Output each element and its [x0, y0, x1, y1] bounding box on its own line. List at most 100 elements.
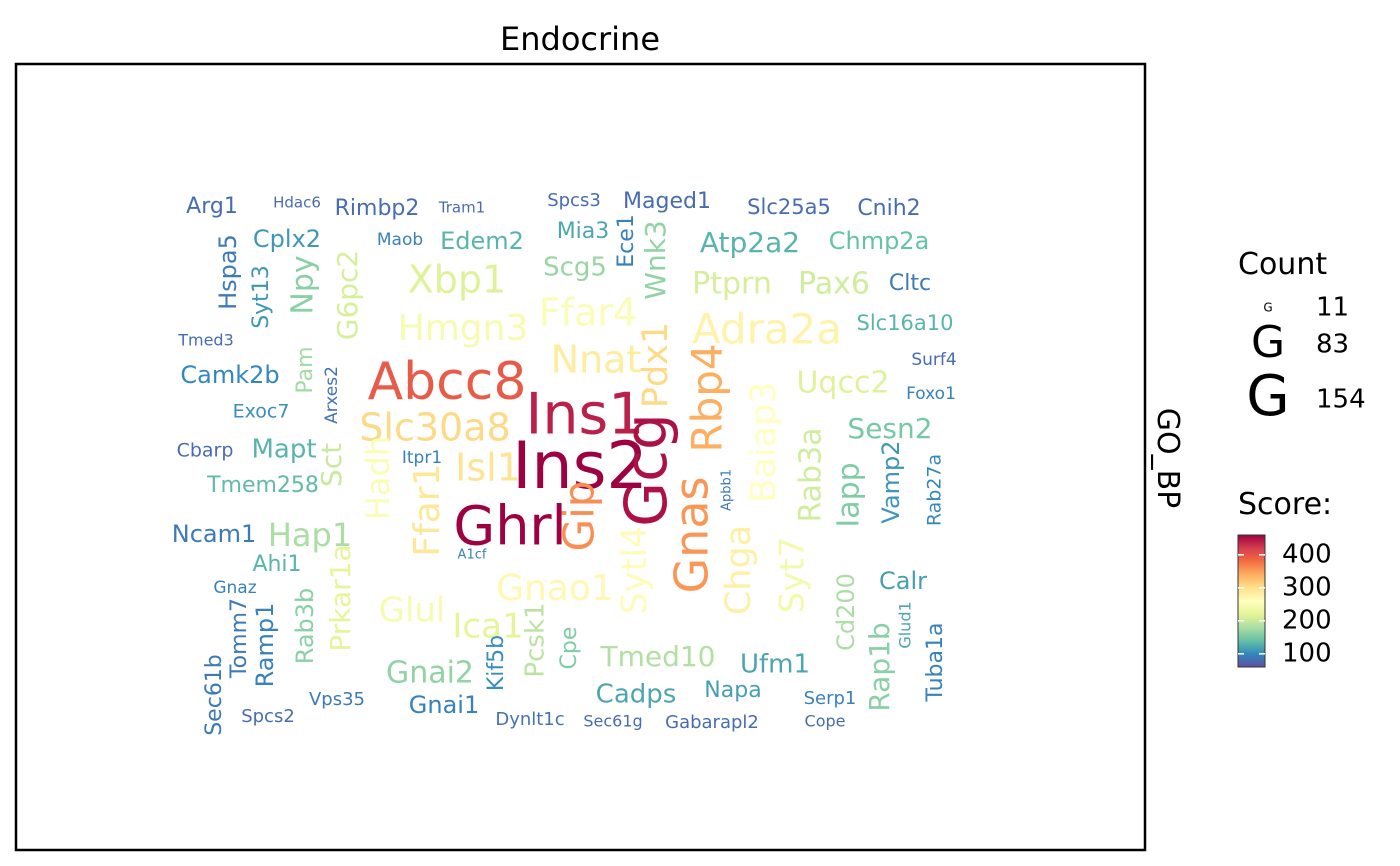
- count-legend-glyph-154: G: [1246, 364, 1289, 429]
- word-arg1: Arg1: [186, 194, 238, 219]
- word-cplx2: Cplx2: [253, 225, 321, 253]
- word-rab3a: Rab3a: [794, 427, 829, 522]
- word-maob: Maob: [377, 230, 423, 250]
- score-tick-label-400: 400: [1282, 539, 1332, 569]
- chart-title: Endocrine: [500, 20, 660, 58]
- word-ahi1: Ahi1: [252, 552, 301, 577]
- word-pdx1: Pdx1: [636, 322, 676, 408]
- word-wnk3: Wnk3: [639, 220, 672, 299]
- word-spcs2: Spcs2: [241, 706, 295, 727]
- word-ins1: Ins1: [526, 382, 645, 448]
- word-hap1: Hap1: [268, 516, 352, 554]
- word-slc25a5: Slc25a5: [747, 195, 831, 219]
- word-slc16a10: Slc16a10: [856, 311, 953, 335]
- word-arxes2: Arxes2: [322, 366, 342, 424]
- word-sec61b: Sec61b: [202, 654, 227, 736]
- word-serp1: Serp1: [804, 688, 857, 709]
- word-cadps: Cadps: [596, 680, 677, 710]
- word-hdac6: Hdac6: [273, 194, 321, 212]
- word-tmed10: Tmed10: [599, 640, 715, 673]
- word-tomm7: Tomm7: [227, 598, 252, 679]
- word-sec61g: Sec61g: [583, 712, 642, 731]
- word-scg5: Scg5: [543, 253, 607, 283]
- word-gnas: Gnas: [665, 477, 719, 594]
- count-legend-glyph-83: G: [1251, 317, 1285, 368]
- word-surf4: Surf4: [911, 350, 956, 370]
- word-baiap3: Baiap3: [744, 381, 784, 502]
- word-cbarp: Cbarp: [177, 440, 234, 462]
- word-ece1: Ece1: [614, 214, 639, 268]
- word-ffar1: Ffar1: [407, 463, 448, 556]
- word-foxo1: Foxo1: [906, 384, 956, 404]
- word-ica1: Ica1: [452, 607, 523, 647]
- count-legend-label-154: 154: [1316, 385, 1366, 415]
- word-ghrl: Ghrl: [453, 495, 566, 558]
- count-legend-title: Count: [1238, 247, 1327, 282]
- word-g6pc2: G6pc2: [331, 250, 364, 341]
- word-npy: Npy: [286, 255, 321, 314]
- word-glud1: Glud1: [896, 601, 915, 648]
- word-hadh: Hadh: [359, 436, 397, 520]
- word-gcg: Gcg: [612, 413, 680, 527]
- word-apbb1: Apbb1: [720, 469, 735, 511]
- count-legend-label-83: 83: [1316, 330, 1349, 360]
- word-mia3: Mia3: [557, 219, 610, 244]
- word-spcs3: Spcs3: [547, 190, 601, 211]
- word-cnih2: Cnih2: [857, 196, 920, 221]
- word-kif5b: Kif5b: [484, 635, 509, 691]
- word-gnao1: Gnao1: [496, 568, 614, 609]
- word-ffar4: Ffar4: [539, 291, 637, 335]
- word-sct: Sct: [315, 443, 348, 487]
- word-cope: Cope: [805, 712, 846, 731]
- word-syt7: Syt7: [773, 537, 813, 614]
- word-chmp2a: Chmp2a: [829, 227, 930, 255]
- word-ramp1: Ramp1: [251, 603, 279, 688]
- word-cd200: Cd200: [832, 573, 860, 651]
- word-gip: Gip: [555, 481, 604, 552]
- word-cltc: Cltc: [889, 271, 931, 296]
- word-rap1b: Rap1b: [863, 622, 896, 711]
- score-legend-title: Score:: [1238, 487, 1332, 522]
- word-sytl4: Sytl4: [615, 526, 655, 615]
- word-exoc7: Exoc7: [233, 401, 290, 423]
- word-rab27a: Rab27a: [924, 454, 946, 526]
- score-colorbar: [1237, 534, 1266, 668]
- word-vps35: Vps35: [309, 689, 365, 710]
- word-rimbp2: Rimbp2: [335, 196, 420, 221]
- score-tick-label-300: 300: [1282, 572, 1332, 602]
- word-syt13: Syt13: [249, 265, 274, 329]
- word-hmgn3: Hmgn3: [398, 308, 529, 349]
- word-vamp2: Vamp2: [877, 440, 905, 523]
- word-ptprn: Ptprn: [692, 267, 772, 302]
- word-isl1: Isl1: [455, 446, 521, 490]
- word-hspa5: Hspa5: [214, 234, 242, 310]
- word-iapp: Iapp: [832, 462, 867, 527]
- strip-label: GO_BP: [1150, 408, 1185, 509]
- word-tmem258: Tmem258: [206, 473, 319, 498]
- word-pam: Pam: [293, 346, 318, 393]
- word-ufm1: Ufm1: [740, 650, 810, 680]
- word-tram1: Tram1: [438, 199, 485, 217]
- word-camk2b: Camk2b: [180, 361, 279, 389]
- word-gabarapl2: Gabarapl2: [665, 712, 759, 733]
- plot-panel: [14, 62, 1147, 852]
- word-mapt: Mapt: [251, 435, 316, 465]
- word-gnaz: Gnaz: [213, 578, 256, 598]
- word-dynlt1c: Dynlt1c: [495, 709, 564, 730]
- word-abcc8: Abcc8: [368, 352, 527, 412]
- word-slc30a8: Slc30a8: [359, 406, 510, 450]
- word-uqcc2: Uqcc2: [796, 366, 889, 401]
- word-gnai1: Gnai1: [409, 691, 479, 719]
- score-tick-label-100: 100: [1282, 638, 1332, 668]
- count-legend-label-11: 11: [1316, 293, 1349, 323]
- word-gnai2: Gnai2: [386, 656, 474, 691]
- word-adra2a: Adra2a: [692, 305, 842, 354]
- word-ins2: Ins2: [512, 429, 648, 504]
- word-cpe: Cpe: [557, 627, 582, 670]
- word-tuba1a: Tuba1a: [923, 623, 948, 703]
- word-chga: Chga: [719, 525, 759, 615]
- score-tick-label-200: 200: [1282, 605, 1332, 635]
- word-maged1: Maged1: [623, 189, 711, 214]
